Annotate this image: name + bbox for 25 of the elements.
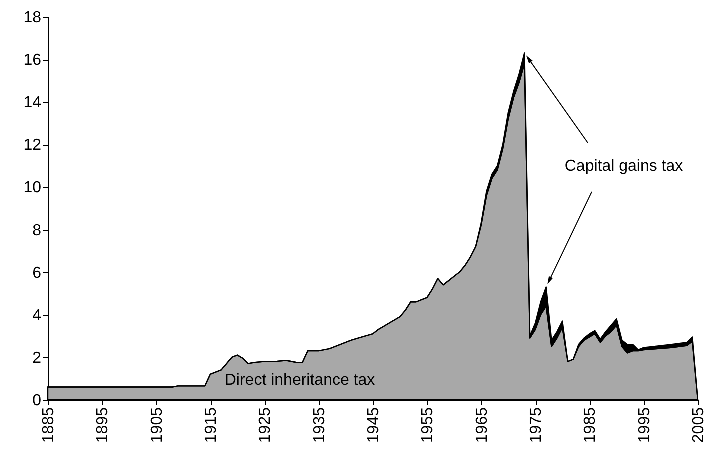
x-tick-label: 1945	[366, 407, 382, 444]
x-tick-label: 1975	[528, 407, 545, 444]
series-label: Direct inheritance tax	[224, 372, 376, 389]
x-tick-label: 1965	[474, 407, 491, 444]
y-tick-label: 8	[32, 222, 42, 240]
x-tick-label: 1915	[203, 407, 220, 444]
x-tick-label: 1885	[40, 407, 58, 444]
x-tick-label: 1985	[582, 407, 600, 444]
x-tick-label: 1925	[257, 407, 274, 444]
y-tick-label: 14	[24, 94, 42, 112]
y-tick-label: 2	[32, 350, 42, 367]
y-tick-label: 12	[24, 137, 42, 154]
y-tick-label: 6	[32, 264, 42, 282]
x-tick-label: 1905	[148, 407, 166, 444]
x-tick-label: 1935	[311, 407, 328, 444]
x-tick-label: 2005	[690, 407, 705, 444]
y-tick-label: 10	[24, 180, 42, 197]
x-tick-label: 1895	[94, 407, 112, 444]
text: Capital gains tax	[564, 158, 684, 175]
x-tick-label: 1955	[420, 407, 437, 444]
x-tick-label: 1995	[636, 407, 654, 444]
y-tick-label: 18	[24, 10, 42, 26]
y-tick-label: 4	[32, 307, 42, 324]
y-tick-label: 0	[32, 392, 42, 410]
y-tick-label: 16	[24, 52, 42, 70]
